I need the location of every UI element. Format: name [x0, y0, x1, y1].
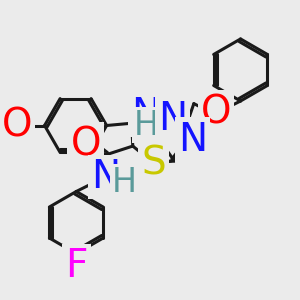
Text: S: S	[141, 144, 166, 182]
Text: N: N	[178, 121, 207, 158]
Text: N: N	[91, 158, 120, 196]
Text: H: H	[133, 109, 158, 142]
Text: O: O	[70, 125, 101, 163]
Text: N: N	[158, 100, 187, 138]
Text: O: O	[2, 106, 32, 145]
Text: H: H	[112, 166, 137, 199]
Text: F: F	[65, 247, 88, 285]
Text: O: O	[201, 93, 231, 131]
Text: O: O	[2, 106, 32, 145]
Text: N: N	[131, 96, 160, 134]
Text: O: O	[2, 106, 32, 145]
